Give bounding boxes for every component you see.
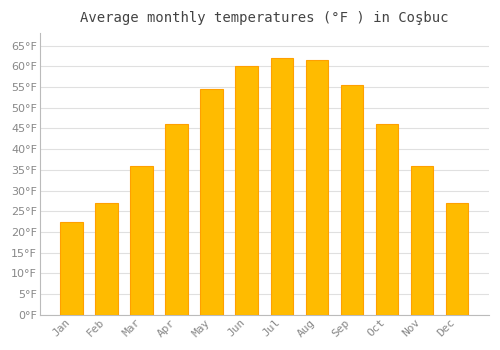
Bar — [130, 166, 153, 315]
Bar — [410, 166, 434, 315]
Bar — [60, 222, 83, 315]
Bar — [200, 89, 223, 315]
Bar — [376, 124, 398, 315]
Bar — [306, 60, 328, 315]
Bar — [166, 124, 188, 315]
Bar — [340, 85, 363, 315]
Title: Average monthly temperatures (°F ) in Coşbuc: Average monthly temperatures (°F ) in Co… — [80, 11, 448, 25]
Bar — [446, 203, 468, 315]
Bar — [270, 58, 293, 315]
Bar — [236, 66, 258, 315]
Bar — [96, 203, 118, 315]
